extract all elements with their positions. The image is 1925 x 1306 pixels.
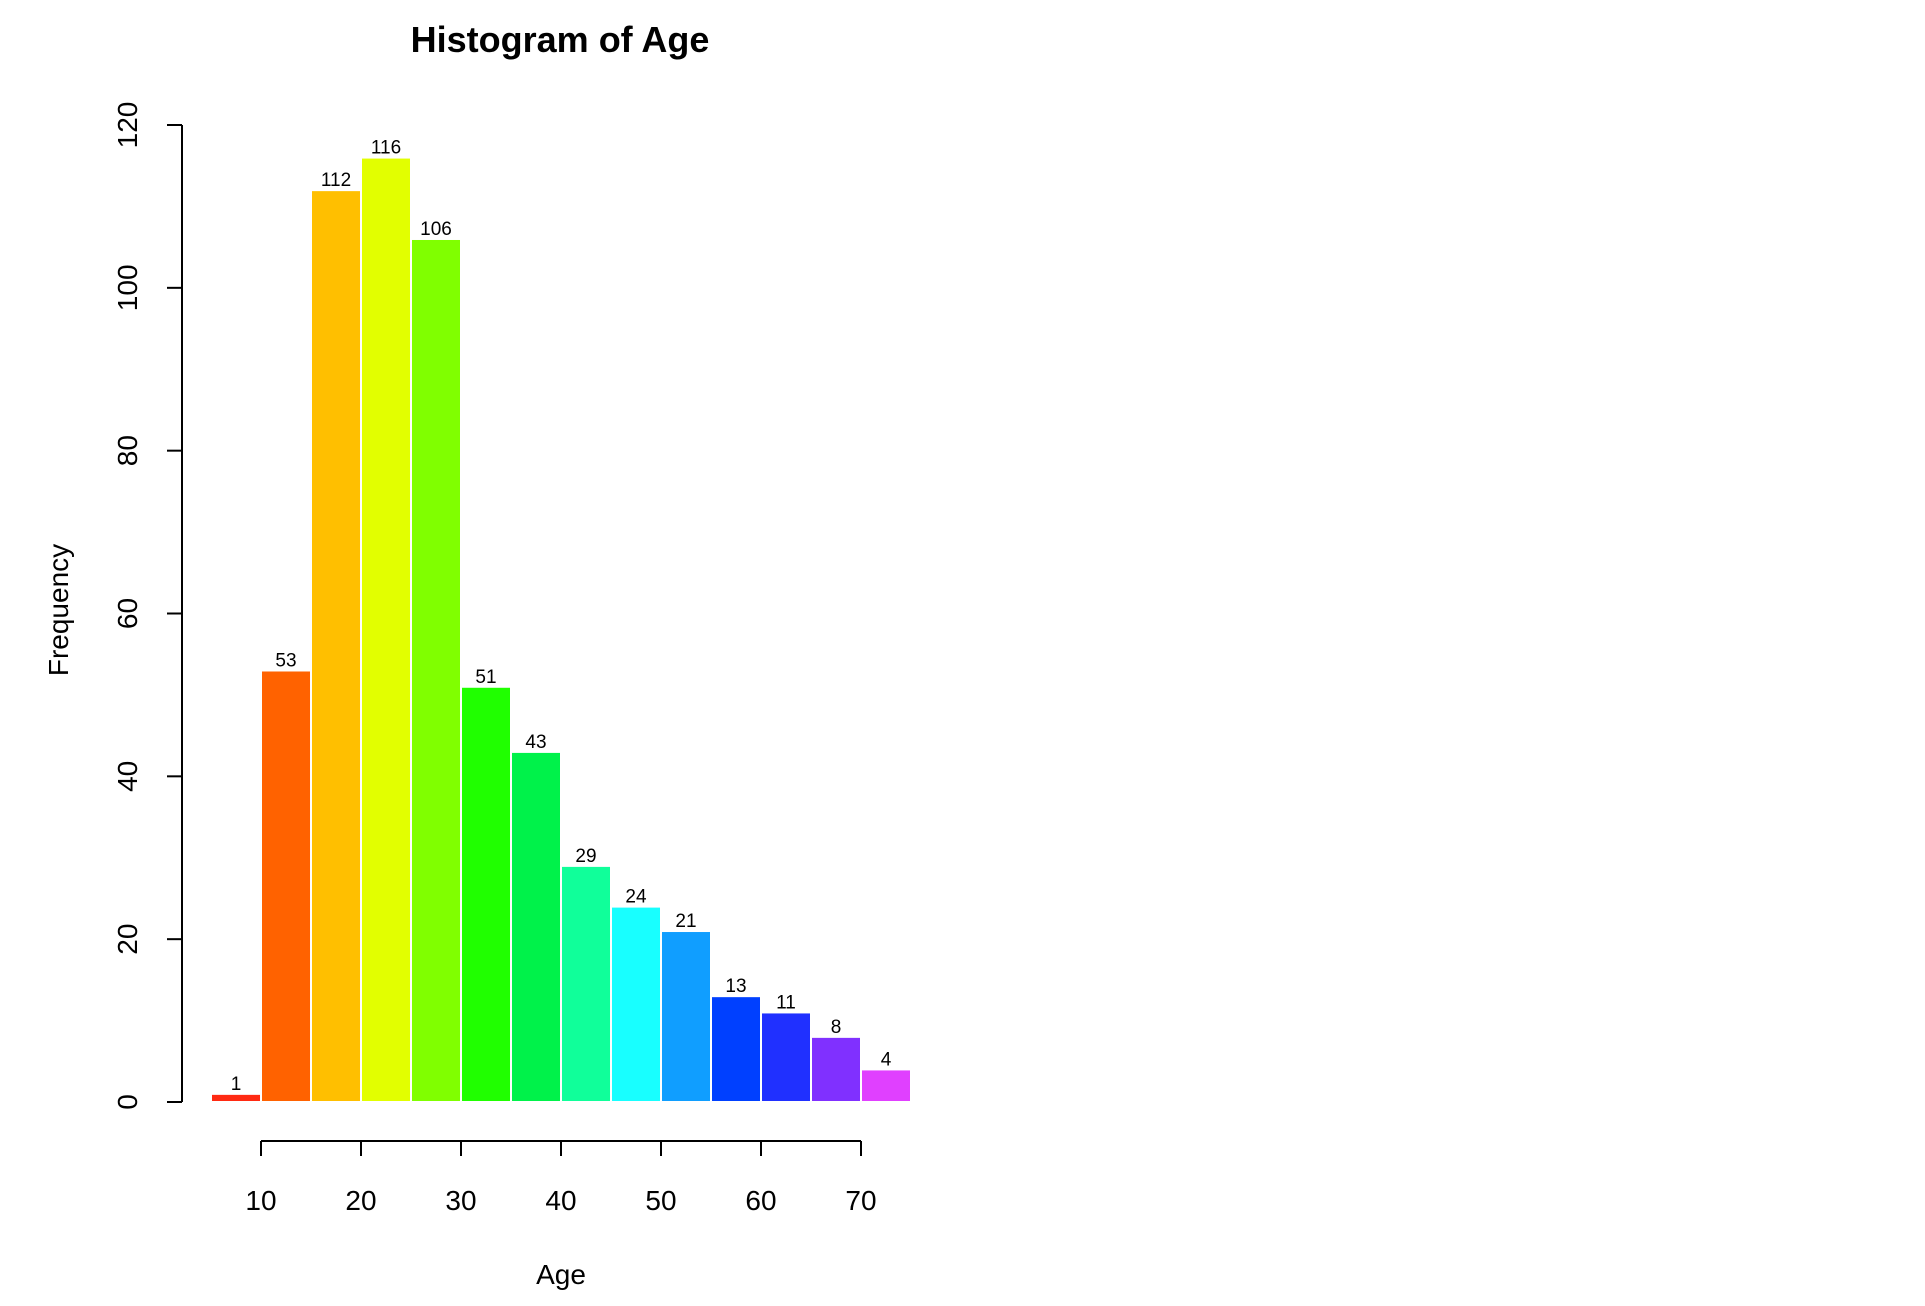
histogram-bar bbox=[760, 1011, 812, 1103]
histogram-bar bbox=[510, 750, 562, 1103]
x-axis: 10 20 30 40 50 60 70 bbox=[245, 1140, 877, 1216]
bar-value-label: 29 bbox=[575, 846, 596, 867]
y-axis: 0 20 40 60 80 100 120 bbox=[112, 102, 183, 1110]
y-tick-label: 40 bbox=[112, 761, 143, 792]
histogram-bar bbox=[710, 995, 762, 1103]
x-tick-label: 20 bbox=[345, 1185, 376, 1216]
x-tick-label: 50 bbox=[645, 1185, 676, 1216]
histogram-bar bbox=[660, 930, 712, 1104]
x-tick-label: 70 bbox=[845, 1185, 876, 1216]
histogram-bar bbox=[460, 685, 512, 1104]
bar-value-label: 8 bbox=[831, 1017, 842, 1038]
histogram-bar bbox=[810, 1035, 862, 1104]
x-tick-label: 40 bbox=[545, 1185, 576, 1216]
bar-value-label: 11 bbox=[776, 992, 796, 1013]
bar-value-label: 106 bbox=[420, 219, 452, 240]
bar-value-label: 51 bbox=[475, 667, 496, 688]
bar-value-label: 13 bbox=[725, 976, 746, 997]
histogram-bar bbox=[610, 905, 662, 1103]
y-tick-label: 120 bbox=[112, 102, 143, 149]
chart-title: Histogram of Age bbox=[411, 19, 710, 60]
bar-value-label: 43 bbox=[525, 732, 546, 753]
y-tick-label: 20 bbox=[112, 924, 143, 955]
x-tick-label: 10 bbox=[245, 1185, 276, 1216]
data-labels-group: 1 53 112 116 106 51 43 29 24 21 13 11 8 4 bbox=[231, 138, 892, 1095]
y-axis-label: Frequency bbox=[43, 544, 74, 676]
histogram-bar bbox=[360, 156, 412, 1104]
bars-group bbox=[210, 156, 912, 1104]
histogram-bar bbox=[860, 1068, 912, 1104]
histogram-bar bbox=[260, 669, 312, 1103]
x-tick-label: 60 bbox=[745, 1185, 776, 1216]
histogram-bar bbox=[310, 189, 362, 1103]
x-axis-label: Age bbox=[536, 1259, 586, 1290]
histogram-bar bbox=[410, 237, 462, 1103]
histogram-bar bbox=[560, 864, 612, 1103]
bar-value-label: 21 bbox=[675, 911, 696, 932]
histogram-bar bbox=[210, 1092, 262, 1103]
x-tick-label: 30 bbox=[445, 1185, 476, 1216]
bar-value-label: 24 bbox=[625, 887, 647, 908]
bar-value-label: 4 bbox=[881, 1049, 892, 1070]
bar-value-label: 116 bbox=[371, 138, 401, 159]
y-tick-label: 0 bbox=[112, 1094, 143, 1110]
bar-value-label: 53 bbox=[275, 650, 296, 671]
bar-value-label: 112 bbox=[321, 170, 351, 191]
y-tick-label: 60 bbox=[112, 598, 143, 629]
y-tick-label: 80 bbox=[112, 435, 143, 466]
y-tick-label: 100 bbox=[112, 264, 143, 311]
bar-value-label: 1 bbox=[231, 1074, 242, 1095]
